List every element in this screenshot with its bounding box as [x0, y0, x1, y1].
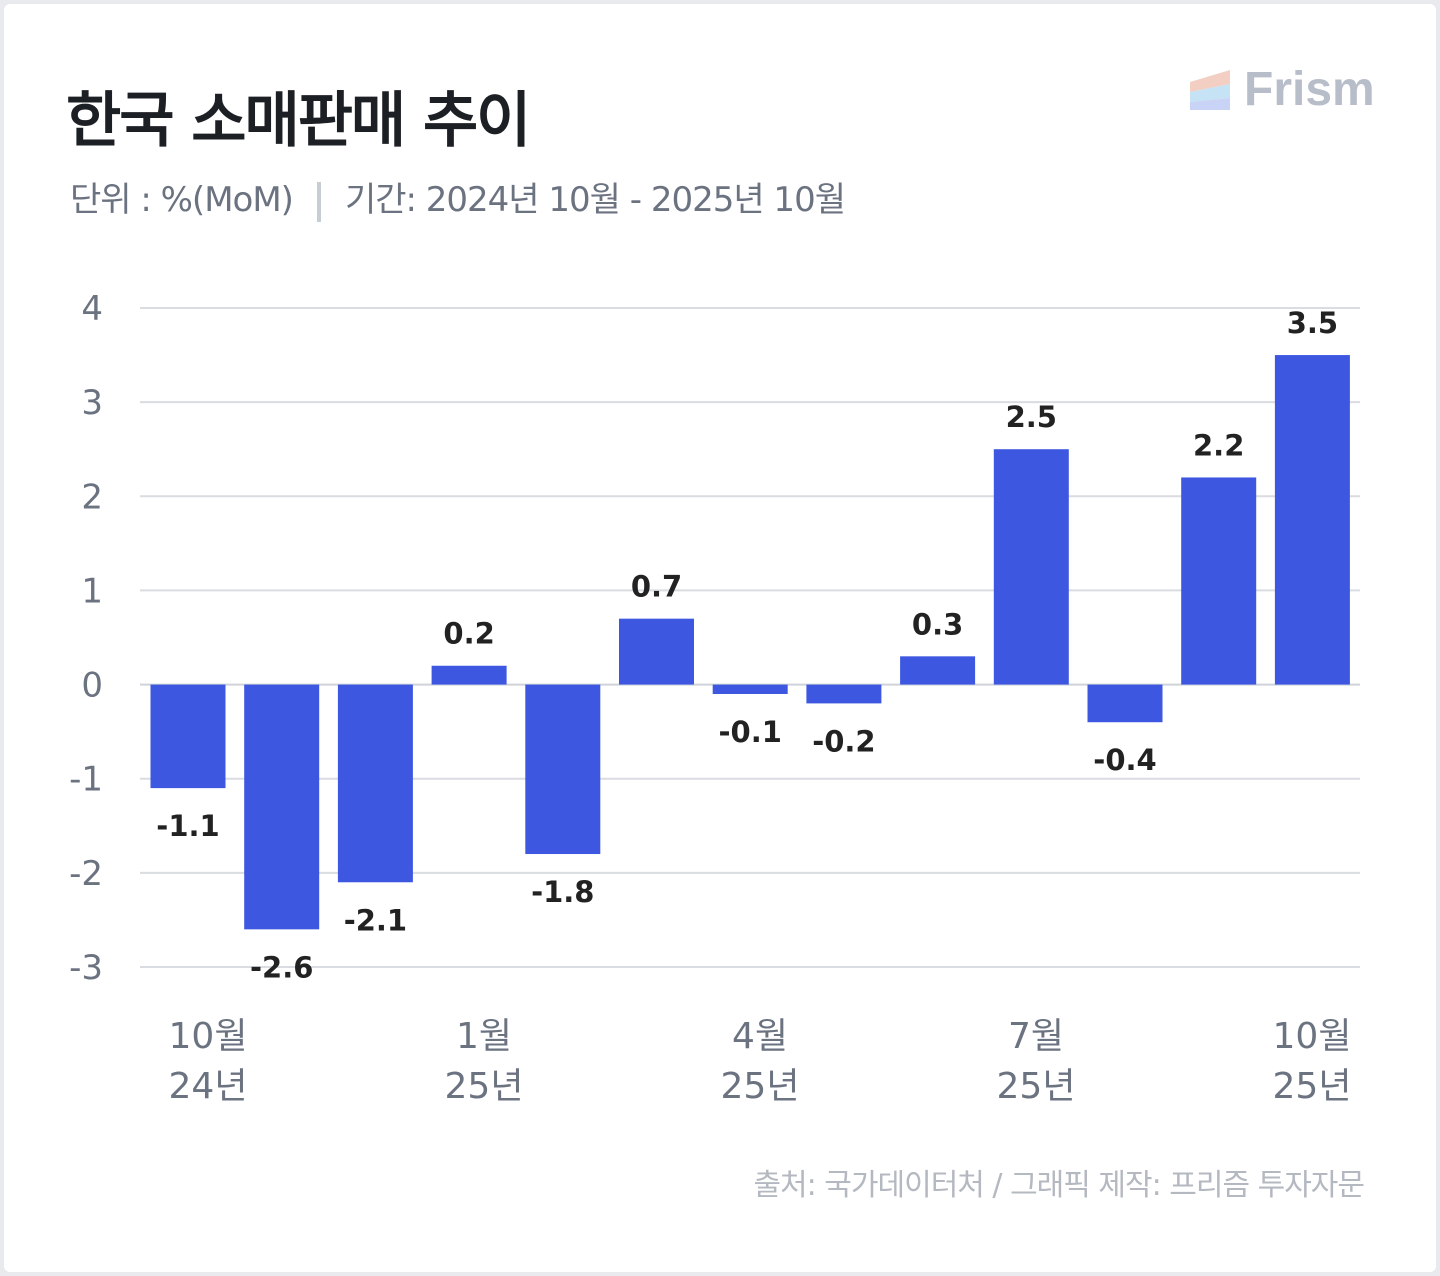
data-label: -1.1 [156, 809, 219, 843]
y-tick-label: -2 [69, 854, 103, 894]
bar [619, 618, 694, 685]
y-tick-label: -1 [69, 760, 103, 800]
data-label: -1.8 [531, 875, 594, 909]
unit-label: 단위 : %(MoM) [70, 180, 294, 220]
data-label: 2.5 [1006, 400, 1057, 434]
bar [712, 684, 788, 694]
bar [337, 684, 413, 883]
bar [431, 665, 507, 685]
y-tick-label: 1 [81, 571, 103, 611]
data-label: -0.4 [1093, 743, 1156, 777]
logo-mark-icon [1190, 69, 1230, 110]
source-note: 출처: 국가데이터처 / 그래픽 제작: 프리즘 투자자문 [753, 1168, 1365, 1203]
bar [1181, 477, 1257, 685]
bar [806, 684, 882, 704]
y-tick-label: 3 [81, 383, 103, 423]
y-tick-label: 2 [81, 477, 103, 517]
frism-logo: Frism [1190, 62, 1375, 117]
x-tick-year: 25년 [1273, 1066, 1352, 1107]
logo-text: Frism [1244, 63, 1375, 116]
x-tick-month: 1월 [456, 1016, 512, 1057]
data-label: 2.2 [1193, 428, 1244, 462]
x-tick-year: 24년 [169, 1066, 248, 1107]
bar [244, 684, 320, 930]
x-tick-year: 25년 [721, 1066, 800, 1107]
chart-title: 한국 소매판매 추이 [66, 86, 531, 156]
bar [900, 656, 976, 685]
y-tick-label: -3 [69, 948, 103, 988]
data-label: 0.7 [631, 570, 682, 604]
bar [993, 449, 1069, 685]
divider [316, 181, 321, 222]
x-tick-month: 10월 [1273, 1016, 1352, 1057]
data-label: 0.3 [912, 607, 963, 641]
data-label: -0.2 [812, 724, 875, 758]
data-label: -2.6 [250, 950, 313, 984]
x-tick-year: 25년 [997, 1066, 1076, 1107]
x-tick-month: 4월 [732, 1016, 788, 1057]
x-tick-year: 25년 [445, 1066, 524, 1107]
period-label: 기간: 2024년 10월 - 2025년 10월 [344, 180, 846, 220]
subtitle: 단위 : %(MoM) 기간: 2024년 10월 - 2025년 10월 [70, 172, 846, 222]
x-tick-month: 7월 [1008, 1016, 1064, 1057]
x-tick-month: 10월 [169, 1016, 248, 1057]
data-label: 3.5 [1287, 306, 1338, 340]
bar [525, 684, 601, 855]
bar [1087, 684, 1163, 723]
bar [1274, 355, 1350, 685]
bar [150, 684, 226, 789]
y-tick-label: 0 [81, 666, 103, 706]
data-label: 0.2 [443, 617, 494, 651]
data-label: -2.1 [344, 903, 407, 937]
y-tick-label: 4 [81, 289, 103, 329]
data-label: -0.1 [718, 715, 781, 749]
